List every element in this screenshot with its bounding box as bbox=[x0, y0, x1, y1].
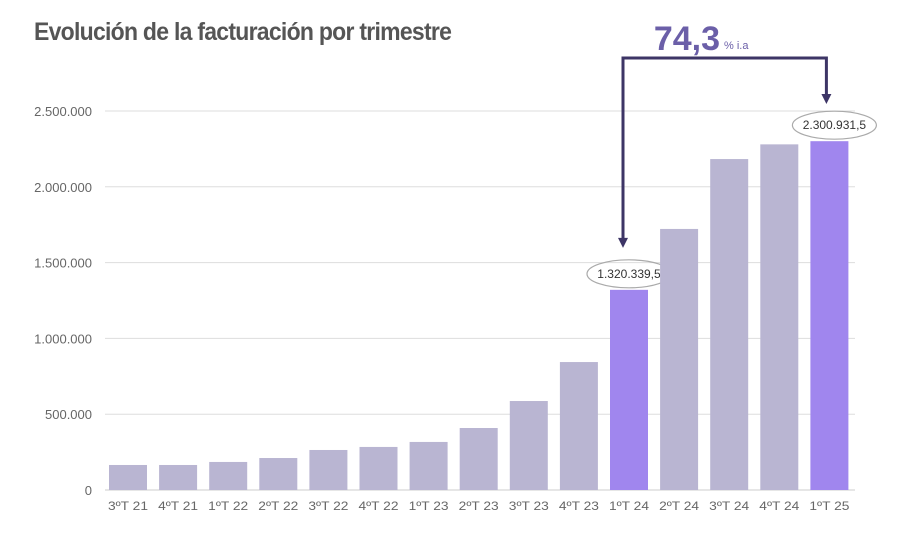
x-tick-label: 1ºT 22 bbox=[208, 499, 248, 513]
x-tick-label: 1ºT 24 bbox=[609, 499, 649, 513]
bar bbox=[710, 159, 749, 491]
bar bbox=[159, 464, 198, 490]
x-tick-label: 3ºT 24 bbox=[709, 499, 749, 513]
bar bbox=[559, 362, 598, 490]
bar bbox=[760, 144, 799, 491]
x-tick-label: 3ºT 22 bbox=[308, 499, 348, 513]
x-tick-label: 4ºT 22 bbox=[359, 499, 399, 513]
bar bbox=[409, 441, 448, 490]
x-tick-label: 2ºT 23 bbox=[459, 499, 499, 513]
x-tick-label: 2ºT 22 bbox=[258, 499, 298, 513]
annotation-unit: % i.a bbox=[724, 40, 749, 52]
x-tick-label: 3ºT 21 bbox=[108, 499, 148, 513]
bar bbox=[109, 464, 147, 490]
bar bbox=[259, 458, 298, 490]
bar bbox=[660, 228, 699, 490]
y-tick-label: 2.500.000 bbox=[34, 104, 92, 119]
x-tick-label: 2ºT 24 bbox=[659, 499, 699, 513]
y-tick-label: 0 bbox=[85, 483, 92, 498]
y-tick-label: 2.000.000 bbox=[34, 180, 92, 195]
annotation-value: 74,3 bbox=[654, 20, 720, 58]
x-tick-label: 4ºT 24 bbox=[759, 499, 799, 513]
bar bbox=[610, 289, 648, 490]
chart-title: Evolución de la facturación por trimestr… bbox=[34, 18, 452, 46]
data-label: 1.320.339,5 bbox=[597, 267, 661, 281]
x-tick-label: 1ºT 25 bbox=[809, 499, 849, 513]
bar bbox=[810, 141, 849, 491]
x-tick-label: 3ºT 23 bbox=[509, 499, 549, 513]
data-label: 2.300.931,5 bbox=[803, 118, 867, 132]
data-label-ellipse bbox=[791, 110, 878, 140]
y-tick-label: 1.000.000 bbox=[34, 331, 92, 346]
bar bbox=[459, 427, 498, 490]
arrowhead bbox=[618, 237, 628, 248]
annotation-arrow bbox=[621, 56, 828, 240]
y-tick-label: 1.500.000 bbox=[34, 256, 92, 271]
x-tick-label: 4ºT 21 bbox=[158, 499, 198, 513]
bar bbox=[509, 401, 548, 490]
bar bbox=[209, 461, 248, 490]
bar bbox=[359, 446, 398, 490]
x-tick-label: 1ºT 23 bbox=[409, 499, 449, 513]
y-tick-label: 500.000 bbox=[45, 407, 92, 422]
x-tick-label: 4ºT 23 bbox=[559, 499, 599, 513]
arrowhead bbox=[821, 94, 832, 104]
bar bbox=[309, 449, 348, 490]
